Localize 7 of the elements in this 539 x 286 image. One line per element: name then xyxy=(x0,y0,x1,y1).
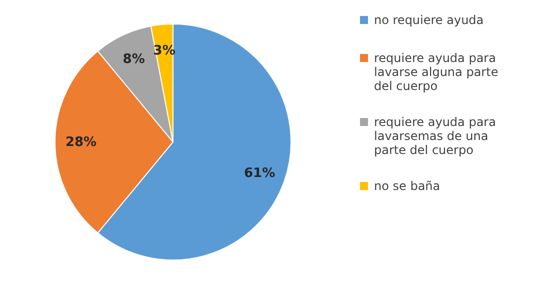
data-label: 61% xyxy=(244,166,276,182)
data-label: 8% xyxy=(122,52,145,67)
data-label: 28% xyxy=(65,135,97,150)
legend-label: requiere ayuda para lavarse alguna parte del cuerpo xyxy=(374,51,498,93)
legend-label: no se baña xyxy=(374,179,440,193)
legend-label: no requiere ayuda xyxy=(374,13,484,27)
legend-label: requiere ayuda para lavarsemas de una parte del cuerpo xyxy=(374,115,496,157)
